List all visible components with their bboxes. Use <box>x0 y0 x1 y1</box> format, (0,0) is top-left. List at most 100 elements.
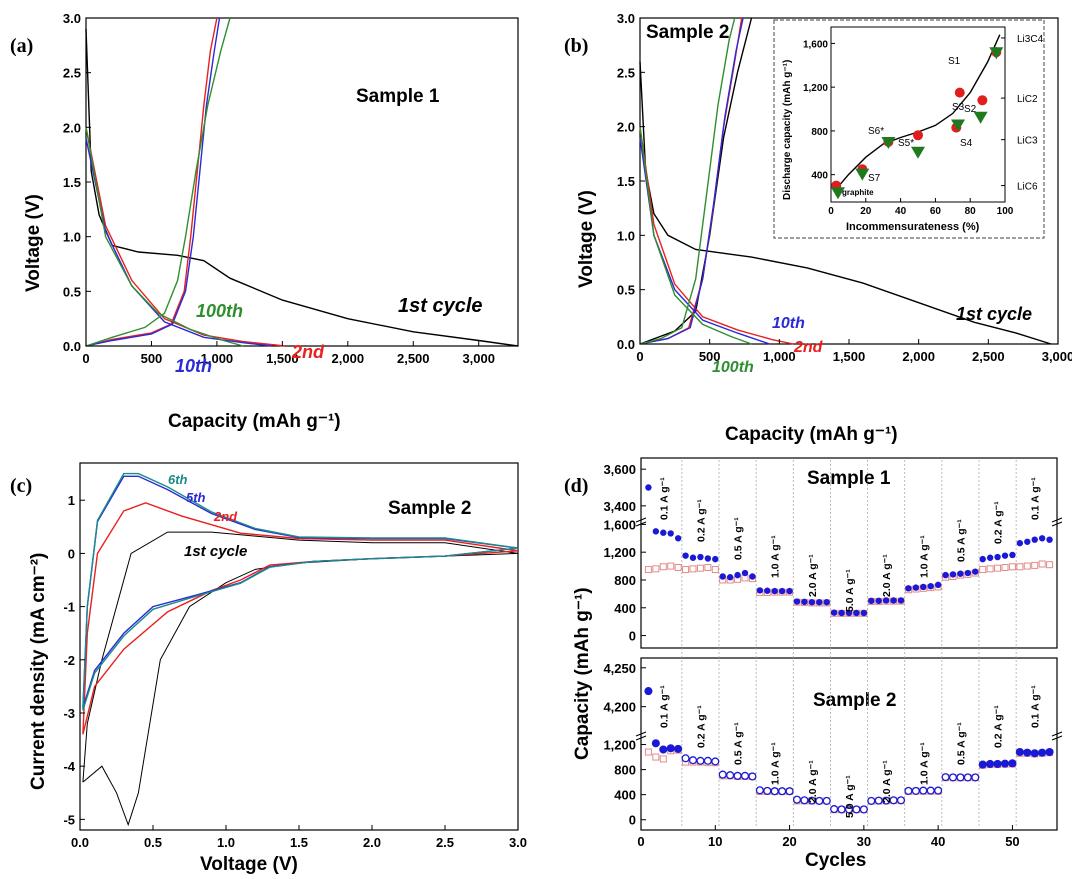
panel-d-discharge-marker <box>741 569 749 577</box>
panel-b-sample-label: Sample 2 <box>646 22 729 43</box>
panel-d-discharge-marker <box>911 786 920 795</box>
panel-c-annotation-5th: 5th <box>186 490 206 505</box>
panel-a-charge-100th <box>85 17 231 347</box>
panel-d-discharge-marker <box>986 554 994 561</box>
panel-c-xtick-label: 3.0 <box>509 835 527 850</box>
inset-red-point <box>977 95 988 106</box>
inset-xtick-label: 0 <box>828 206 834 217</box>
panel-d-discharge-marker <box>956 773 965 782</box>
panel-d-discharge-marker <box>792 795 802 804</box>
panel-d-discharge-marker <box>1009 551 1016 559</box>
inset-xtick-label: 80 <box>965 206 977 217</box>
panel-d-charge-marker <box>652 753 660 761</box>
inset-plot-frame <box>830 26 1006 203</box>
panel-d-discharge-marker <box>712 555 719 563</box>
panel-d-charge-marker <box>1001 563 1009 571</box>
inset-xtick-label: 60 <box>930 206 942 217</box>
panel-d-discharge-marker <box>778 787 787 796</box>
panel-d-discharge-marker <box>942 571 949 579</box>
panel-d-discharge-marker <box>867 796 876 805</box>
panel-d-discharge-marker <box>860 609 868 617</box>
panel-a-xtick-label: 2,000 <box>332 351 365 366</box>
inset-right-label: Li3C4 <box>1017 34 1044 45</box>
panel-b-inset: Incommensurateness (%) Discharge capacit… <box>773 19 1045 239</box>
panel-d-discharge-marker <box>726 771 735 780</box>
panel-d-rate-label: 0.5 A g⁻¹ <box>955 519 967 562</box>
panel-d-charge-marker <box>704 563 712 571</box>
panel-a-xtick-label: 0 <box>82 351 89 366</box>
panel-c-xtick-label: 0.0 <box>71 835 89 850</box>
panel-d-rate-label: 1.0 A g⁻¹ <box>918 535 930 578</box>
inset-xtick-label: 100 <box>997 206 1014 217</box>
panel-d-ytick-label: 1,600 <box>603 517 636 532</box>
panel-a-annotation-2nd: 2nd <box>291 342 325 362</box>
panel-b-xtick-label: 1,000 <box>763 349 796 364</box>
panel-c-curve-2nd <box>82 502 519 735</box>
panel-c-ytick-label: -2 <box>63 653 75 668</box>
panel-a-label: (a) <box>10 35 33 57</box>
panel-a: (a) Sample 1 Capacity (mAh g⁻¹) Voltage … <box>10 11 519 432</box>
panel-d-charge-marker <box>1023 562 1031 570</box>
panel-d-discharge-marker <box>770 787 779 796</box>
panel-d-label: (d) <box>564 475 588 497</box>
panel-a-annotation-10th: 10th <box>175 356 212 376</box>
panel-d-discharge-marker <box>697 553 704 561</box>
panel-d-rate-label: 0.2 A g⁻¹ <box>695 705 707 748</box>
panel-d-rate-label: 2.0 A g⁻¹ <box>881 760 893 803</box>
panel-d-charge-marker <box>711 566 719 574</box>
panel-d-discharge-marker <box>1016 539 1024 547</box>
panel-d-discharge-marker <box>993 759 1002 769</box>
panel-d-charge-marker <box>644 748 652 756</box>
panel-c-ytick-label: -1 <box>63 600 75 615</box>
panel-c-xtick-label: 2.0 <box>363 835 381 850</box>
panel-d-rate-label: 0.1 A g⁻¹ <box>658 685 670 728</box>
panel-d-rate-label: 0.2 A g⁻¹ <box>993 501 1005 544</box>
panel-d-discharge-marker <box>941 773 950 782</box>
panel-d-rate-label: 0.5 A g⁻¹ <box>733 722 745 765</box>
panel-b-ticks: 0 500 1,000 1,500 2,000 2,500 3,000 0.0 0.5 1.0 1.… <box>617 11 1072 364</box>
panel-b-ytick-label: 1.5 <box>617 174 635 189</box>
panel-b-ytick-label: 0.0 <box>617 337 635 352</box>
panel-d-discharge-marker <box>830 609 838 616</box>
inset-point-label: S2 <box>964 104 977 115</box>
panel-d-discharge-marker <box>718 770 727 779</box>
panel-d-charge-marker <box>1038 560 1046 568</box>
panel-d-discharge-marker <box>830 805 839 814</box>
panel-b-xtick-label: 3,000 <box>1042 349 1072 364</box>
panel-d-discharge-marker <box>771 587 778 595</box>
panel-d-discharge-marker <box>979 555 986 563</box>
inset-green-triangle <box>911 146 925 159</box>
panel-d-discharge-marker <box>822 796 831 805</box>
panel-d-discharge-marker <box>682 552 689 559</box>
panel-d-ytick-label: 4,250 <box>603 661 636 676</box>
inset-red-point <box>913 130 923 141</box>
panel-b-ytick-label: 2.5 <box>617 65 635 80</box>
panel-d-discharge-marker <box>703 756 712 765</box>
panel-d-discharge-marker <box>659 745 668 754</box>
panel-d-discharge-marker <box>801 598 808 606</box>
panel-d-discharge-marker <box>651 739 660 748</box>
panel-d-discharge-marker <box>688 756 698 765</box>
panel-d-discharge-marker <box>986 759 995 769</box>
panel-a-charge-10th <box>85 17 221 347</box>
panel-d-discharge-marker <box>1001 552 1009 559</box>
panel-b-ytick-label: 2.0 <box>617 120 635 135</box>
panel-a-ytick-label: 1.0 <box>63 230 81 245</box>
panel-b-annotation-2nd: 2nd <box>793 339 824 356</box>
panel-d-ytick-label: 800 <box>614 573 636 588</box>
panel-d-xtick-label: 20 <box>782 834 796 849</box>
panel-d-discharge-marker <box>1023 748 1032 757</box>
panel-c: (c) Sample 2 Voltage (V) Current density… <box>10 462 527 875</box>
panel-d-charge-marker <box>1031 561 1039 569</box>
panel-d-rate-label: 0.2 A g⁻¹ <box>695 499 707 542</box>
inset-xtick-label: 40 <box>895 206 907 217</box>
inset-content: 0 20 40 60 80 100 400 800 1,200 1,600 Li3C4 LiC2 LiC… <box>803 34 1044 217</box>
panel-d-charge-marker <box>682 566 690 574</box>
panel-d-discharge-marker <box>905 585 912 592</box>
panel-d-charge-marker <box>674 563 682 571</box>
panel-d-discharge-marker <box>868 597 875 605</box>
inset-right-label: LiC6 <box>1017 182 1038 193</box>
panel-d-discharge-marker <box>652 528 660 535</box>
panel-d-discharge-marker <box>919 786 928 795</box>
panel-d-discharge-marker <box>808 599 816 606</box>
